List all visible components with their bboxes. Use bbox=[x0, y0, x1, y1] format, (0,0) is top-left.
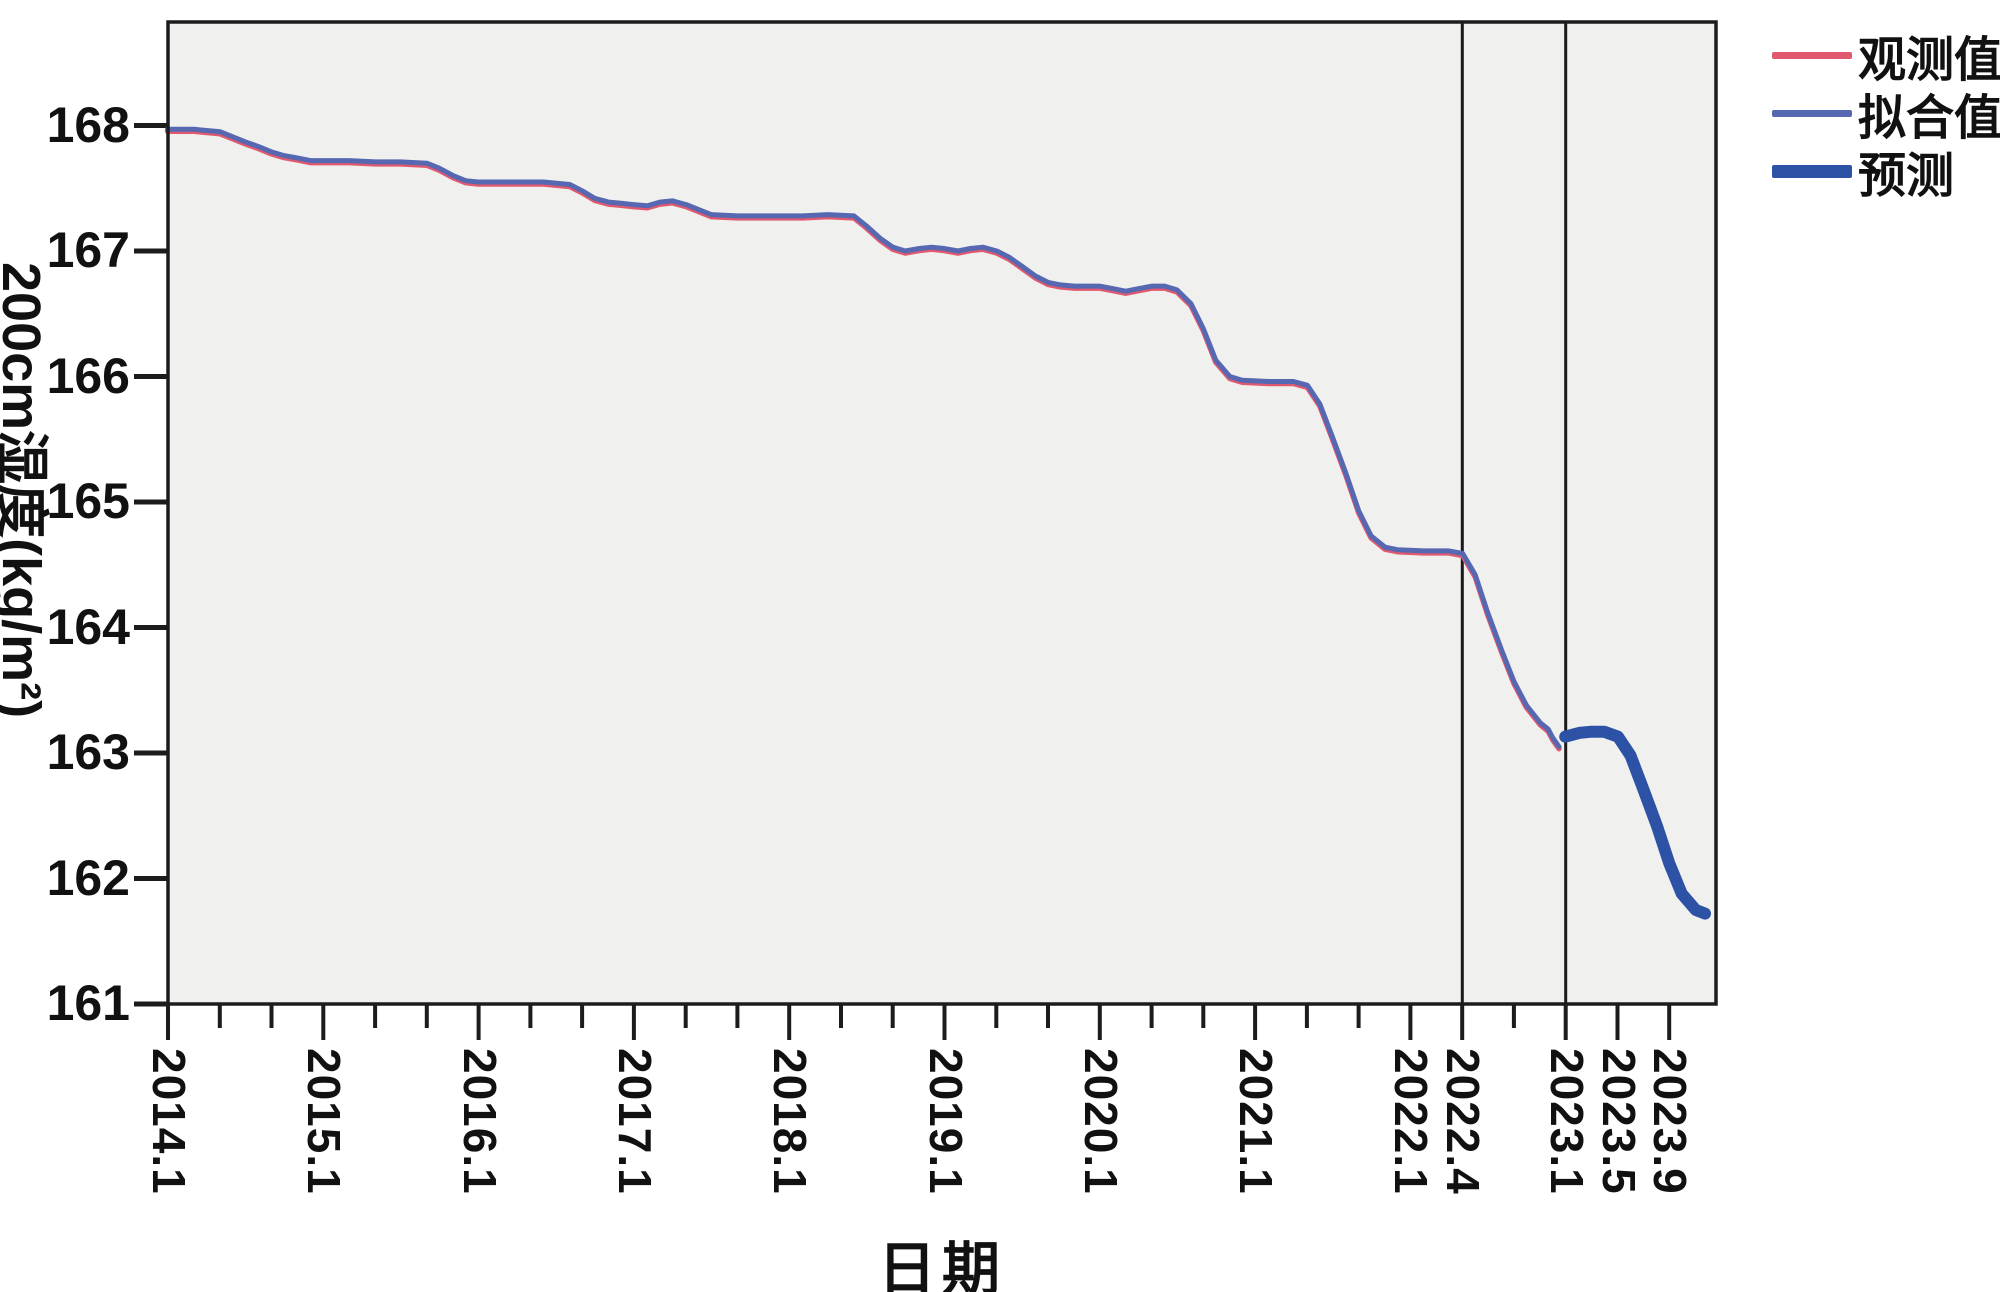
plot-background bbox=[168, 22, 1716, 1004]
x-tick-label: 2023.9 bbox=[1644, 1048, 1696, 1195]
observed-line-icon bbox=[1772, 51, 1852, 59]
x-tick-label: 2016.1 bbox=[454, 1048, 506, 1195]
legend-item-forecast: 预测 bbox=[1772, 142, 2000, 203]
legend-item-fitted: 拟合值 bbox=[1772, 84, 2000, 145]
y-tick-label: 162 bbox=[46, 850, 130, 906]
legend-label-fitted: 拟合值 bbox=[1858, 92, 2000, 145]
fitted-series-line bbox=[165, 126, 1562, 750]
forecast-line-icon bbox=[1772, 164, 1852, 178]
forecast-series-line bbox=[1559, 725, 1711, 920]
x-tick-label: 2014.1 bbox=[143, 1048, 195, 1195]
x-tick-label: 2020.1 bbox=[1075, 1048, 1127, 1195]
x-tick-label: 2017.1 bbox=[609, 1048, 661, 1195]
x-tick-label: 2022.1 bbox=[1385, 1048, 1437, 1195]
y-tick-label: 164 bbox=[46, 599, 130, 655]
x-tick-label: 2015.1 bbox=[298, 1048, 350, 1195]
y-tick-label: 167 bbox=[46, 222, 130, 278]
legend-label-forecast: 预测 bbox=[1858, 150, 1955, 203]
legend: 观测值 拟合值 预测 bbox=[1772, 26, 2000, 203]
plot-border bbox=[166, 20, 1718, 1006]
y-axis-title: 200cm湿度(kg/m²) bbox=[0, 262, 51, 719]
x-tick-label: 2021.1 bbox=[1230, 1048, 1282, 1195]
y-tick-label: 161 bbox=[46, 975, 130, 1031]
x-tick-label: 2023.1 bbox=[1541, 1048, 1593, 1195]
legend-label-observed: 观测值 bbox=[1858, 34, 2000, 87]
legend-item-observed: 观测值 bbox=[1772, 26, 2000, 87]
x-tick-label: 2018.1 bbox=[764, 1048, 816, 1195]
y-tick-label: 168 bbox=[46, 97, 130, 153]
fitted-line-icon bbox=[1772, 109, 1852, 117]
y-tick-label: 165 bbox=[46, 473, 130, 529]
x-tick-label: 2019.1 bbox=[920, 1048, 972, 1195]
y-tick-label: 163 bbox=[46, 724, 130, 780]
x-tick-label: 2023.5 bbox=[1593, 1048, 1645, 1195]
x-axis-title: 日期 bbox=[877, 1237, 1006, 1292]
x-tick-label: 2022.4 bbox=[1437, 1048, 1489, 1195]
y-tick-label: 166 bbox=[46, 348, 130, 404]
